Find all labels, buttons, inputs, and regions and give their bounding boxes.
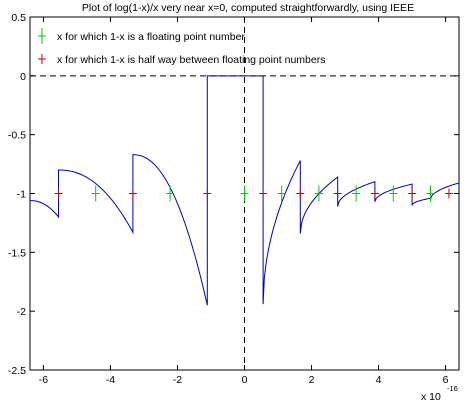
- legend-marker-green: [38, 28, 46, 44]
- marker-half-way: [370, 188, 379, 199]
- y-tick-label: 0: [20, 71, 26, 83]
- x-tick-label: 4: [376, 374, 382, 386]
- marker-floating-point: [91, 185, 100, 202]
- y-tick-label: -1: [17, 189, 26, 201]
- legend-label-half-way: x for which 1-x is half way between floa…: [57, 54, 325, 66]
- marker-half-way: [444, 188, 453, 199]
- series-0: [91, 185, 435, 202]
- y-tick-label: -1.5: [8, 247, 26, 259]
- x-tick-label: 6: [443, 374, 449, 386]
- legend-entry-floating-point: x for which 1-x is a floating point numb…: [38, 28, 245, 44]
- marker-floating-point: [314, 185, 323, 202]
- x-tick-label: -4: [106, 374, 115, 386]
- y-tick-label: -2: [17, 306, 26, 318]
- marker-half-way: [54, 188, 63, 199]
- legend-marker-red: [38, 54, 46, 64]
- marker-floating-point: [426, 185, 435, 202]
- legend-label-floating-point: x for which 1-x is a floating point numb…: [57, 31, 245, 43]
- marker-half-way: [203, 188, 212, 199]
- marker-floating-point: [352, 185, 361, 202]
- legend: x for which 1-x is a floating point numb…: [38, 28, 325, 66]
- x-scale-exponent: -16: [447, 384, 458, 393]
- y-tick-label: 0.5: [11, 12, 26, 24]
- y-tick-label: -2.5: [8, 365, 26, 377]
- marker-floating-point: [389, 185, 398, 202]
- chart-title: Plot of log(1-x)/x very near x=0, comput…: [82, 2, 414, 14]
- marker-half-way: [296, 188, 305, 199]
- x-tick-label: 2: [309, 374, 315, 386]
- marker-half-way: [259, 188, 268, 199]
- x-scale-label: x 10 -16: [421, 384, 458, 403]
- x-tick-label: -2: [173, 374, 182, 386]
- x-tick-label: -6: [39, 374, 48, 386]
- y-tick-label: -0.5: [8, 130, 26, 142]
- markers-layer: [54, 185, 453, 202]
- marker-floating-point: [166, 185, 175, 202]
- marker-floating-point: [240, 185, 249, 202]
- series-1: [54, 188, 453, 199]
- x-tick-label: 0: [242, 374, 248, 386]
- marker-half-way: [333, 188, 342, 199]
- axis-ticks: -6 -4 -2 0 2 4 6 0.5 0 -0.5 -1 -1.5 -2 -2.5: [8, 12, 459, 386]
- marker-half-way: [128, 188, 137, 199]
- marker-half-way: [408, 188, 417, 199]
- legend-entry-half-way: x for which 1-x is half way between floa…: [38, 54, 325, 66]
- x-scale-base: x 10: [421, 391, 441, 403]
- marker-floating-point: [277, 185, 286, 202]
